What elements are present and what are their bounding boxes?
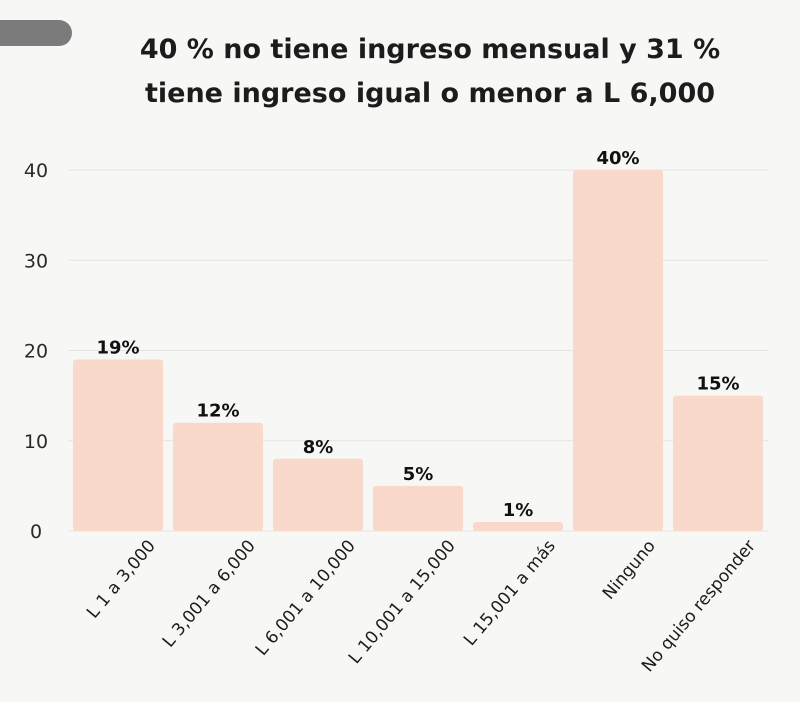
bar <box>73 359 163 531</box>
data-labels: 19% 12% 8% 5% 1% 40% 15% <box>96 148 739 521</box>
data-label: 1% <box>503 500 534 521</box>
x-tick-label: L 10,001 a 15,000 <box>345 536 460 668</box>
bar <box>473 521 563 531</box>
x-tick-label: L 6,001 a 10,000 <box>252 536 360 659</box>
data-label: 19% <box>96 338 139 359</box>
chart-title: 40 % no tiene ingreso mensual y 31 % tie… <box>100 28 760 116</box>
chart-title-line-1: 40 % no tiene ingreso mensual y 31 % <box>139 34 721 65</box>
corner-tab-decoration <box>0 20 72 46</box>
bar <box>573 170 663 531</box>
data-label: 5% <box>403 464 434 485</box>
y-tick-label: 20 <box>24 341 48 363</box>
y-axis-ticks: 0 10 20 30 40 <box>24 160 48 543</box>
data-label: 8% <box>303 437 334 458</box>
data-label: 40% <box>596 148 639 169</box>
bars <box>73 170 763 531</box>
data-label: 15% <box>696 374 739 395</box>
bar <box>373 485 463 531</box>
bar <box>673 395 763 531</box>
x-tick-label: No quiso responder <box>638 536 760 676</box>
data-label: 12% <box>196 401 239 422</box>
x-tick-label: Ninguno <box>599 536 660 603</box>
bar <box>273 458 363 531</box>
chart-title-line-2: tiene ingreso igual o menor a L 6,000 <box>144 78 716 109</box>
x-tick-label: L 15,001 a más <box>460 536 560 650</box>
y-tick-label: 0 <box>30 521 42 543</box>
y-tick-label: 40 <box>24 160 48 182</box>
x-tick-label: L 1 a 3,000 <box>83 536 160 622</box>
y-tick-label: 30 <box>24 250 48 272</box>
x-tick-label: L 3,001 a 6,000 <box>159 536 260 651</box>
y-tick-label: 10 <box>24 431 48 453</box>
bar <box>173 422 263 531</box>
